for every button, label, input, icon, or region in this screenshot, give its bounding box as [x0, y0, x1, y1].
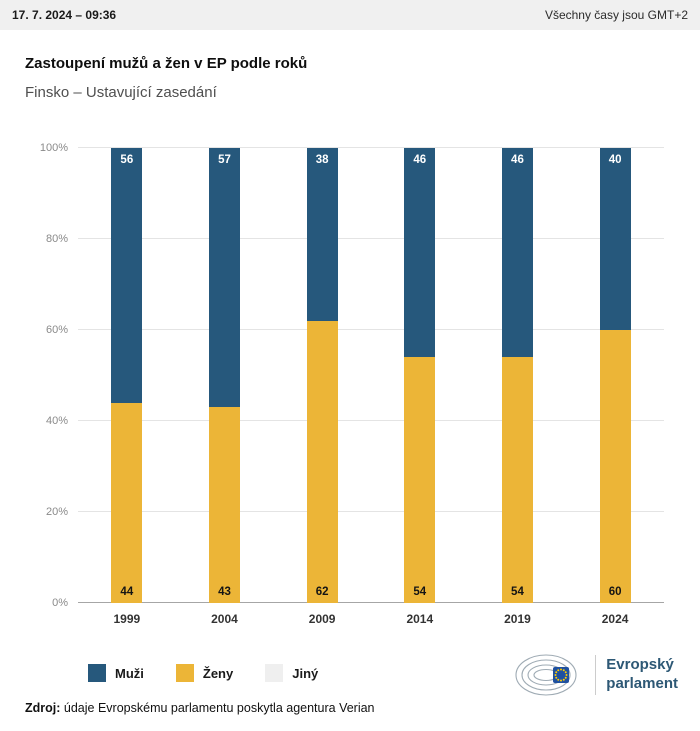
legend-item-muzi[interactable]: Muži — [88, 664, 144, 682]
page-subtitle: Finsko – Ustavující zasedání — [25, 84, 217, 101]
bar-2014: 46 54 — [404, 148, 436, 603]
y-tick-40%: 40% — [45, 415, 68, 427]
bar-segment-muzi-2004[interactable]: 57 — [208, 148, 240, 408]
legend-label-jiny: Jiný — [292, 665, 319, 681]
source-note: Zdroj: údaje Evropskému parlamentu posky… — [25, 701, 375, 715]
source-text: údaje Evropskému parlamentu poskytla age… — [63, 701, 375, 715]
bar-value-zeny-1999: 44 — [120, 586, 134, 598]
bar-value-zeny-2004: 43 — [218, 586, 231, 598]
x-tick-1999: 1999 — [113, 612, 141, 626]
bar-1999: 56 44 — [111, 148, 143, 603]
bar-segment-muzi-2014[interactable]: 46 — [404, 148, 436, 358]
legend-swatch-muzi — [88, 664, 106, 682]
bar-segment-zeny-2004[interactable]: 43 — [208, 407, 240, 603]
page-title: Zastoupení mužů a žen v EP podle roků — [25, 55, 308, 72]
y-tick-20%: 20% — [45, 506, 68, 518]
legend-item-jiny[interactable]: Jiný — [265, 664, 318, 682]
bar-segment-zeny-2019[interactable]: 54 — [501, 357, 533, 603]
x-tick-2014: 2014 — [406, 612, 434, 626]
chart-legend: Muži Ženy Jiný — [88, 664, 318, 682]
chart-bars: 56 44 57 43 38 62 46 54 46 54 40 60 — [78, 148, 664, 603]
gridline-40% — [78, 420, 664, 421]
bar-2019: 46 54 — [501, 148, 533, 603]
bar-value-muzi-1999: 56 — [120, 154, 134, 167]
legend-swatch-zeny — [175, 664, 194, 682]
gridline-20% — [78, 511, 664, 512]
bar-value-zeny-2014: 54 — [413, 586, 427, 598]
source-label: Zdroj: — [25, 701, 61, 715]
bar-value-zeny-2024: 60 — [608, 586, 622, 598]
bar-segment-zeny-2024[interactable]: 60 — [599, 330, 631, 603]
bar-segment-zeny-1999[interactable]: 44 — [111, 402, 143, 603]
x-axis-labels: 1999 2004 2009 2014 2019 2024 — [78, 612, 664, 626]
y-tick-0%: 0% — [52, 597, 68, 609]
bar-segment-muzi-2019[interactable]: 46 — [501, 148, 533, 358]
bar-value-muzi-2014: 46 — [413, 154, 427, 167]
bar-value-zeny-2019: 54 — [511, 586, 524, 598]
bar-value-muzi-2024: 40 — [608, 154, 622, 166]
bar-2004: 57 43 — [208, 148, 240, 603]
eu-flag-icon — [553, 667, 570, 683]
x-tick-2004: 2004 — [211, 612, 238, 626]
bar-value-muzi-2019: 46 — [511, 154, 524, 167]
ep-logo-wordmark: Evropský parlament — [606, 656, 678, 694]
bar-segment-zeny-2009[interactable]: 62 — [306, 320, 338, 603]
y-tick-60%: 60% — [45, 324, 68, 336]
bar-segment-zeny-2014[interactable]: 54 — [404, 357, 436, 603]
bar-2024: 40 60 — [599, 148, 631, 603]
stacked-bar-chart: 0% 20% 40% 60% 80% 100% 56 44 57 43 38 62 46 54 46 54 4… — [40, 142, 664, 626]
gridline-60% — [78, 329, 664, 330]
ep-logo-line2: parlament — [606, 675, 678, 692]
x-axis-line — [78, 602, 664, 603]
ep-logo-line1: Evropský — [606, 656, 674, 674]
bar-segment-muzi-2009[interactable]: 38 — [306, 148, 338, 321]
ep-logo-mark — [515, 654, 577, 696]
european-parliament-logo: Evropský parlament — [513, 650, 678, 700]
bar-segment-muzi-2024[interactable]: 40 — [599, 148, 631, 330]
logo-divider — [595, 655, 597, 695]
legend-item-zeny[interactable]: Ženy — [175, 664, 234, 682]
x-tick-2009: 2009 — [308, 612, 336, 626]
gridline-80% — [78, 238, 664, 239]
legend-label-muzi: Muži — [115, 665, 144, 681]
top-bar: 17. 7. 2024 – 09:36 Všechny časy jsou GM… — [0, 0, 700, 30]
legend-swatch-jiny — [265, 664, 284, 682]
bar-value-muzi-2009: 38 — [315, 154, 329, 167]
bar-value-zeny-2009: 62 — [315, 586, 329, 598]
timezone-note: Všechny časy jsou GMT+2 — [544, 8, 688, 22]
datetime-label: 17. 7. 2024 – 09:36 — [12, 8, 117, 22]
bar-2009: 38 62 — [306, 148, 338, 603]
bar-value-muzi-2004: 57 — [218, 154, 231, 167]
y-tick-100%: 100% — [39, 142, 68, 154]
bar-segment-muzi-1999[interactable]: 56 — [111, 148, 143, 403]
gridline-100% — [78, 147, 664, 148]
legend-label-zeny: Ženy — [202, 665, 234, 681]
x-tick-2024: 2024 — [601, 612, 629, 626]
y-tick-80%: 80% — [45, 233, 68, 245]
x-tick-2019: 2019 — [504, 612, 531, 626]
